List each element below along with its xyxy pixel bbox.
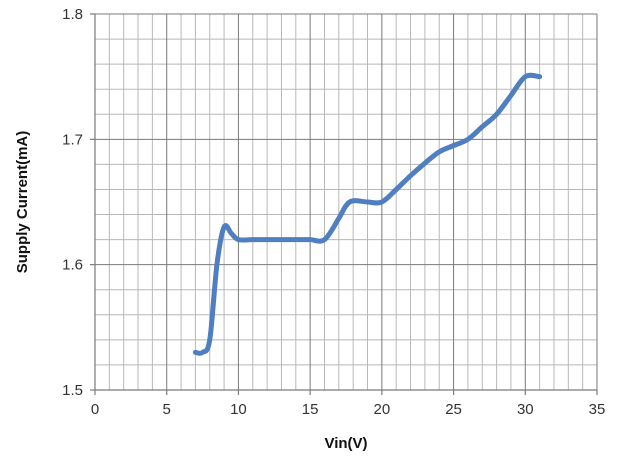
data-point [322,237,327,242]
data-point [222,225,227,230]
data-point [200,350,205,355]
x-tick-label: 5 [163,401,171,418]
data-point [336,216,341,221]
data-point [265,237,270,242]
data-point [344,203,349,208]
x-axis-title: Vin(V) [324,435,367,452]
axes [90,13,598,395]
data-point [236,237,241,242]
x-tick-label: 30 [517,401,534,418]
x-tick-label: 10 [230,401,247,418]
data-point [293,237,298,242]
data-point [422,161,427,166]
y-axis-title: Supply Current(mA) [14,131,31,274]
data-point [308,237,313,242]
data-point [508,93,513,98]
x-tick-label: 0 [91,401,99,418]
data-point [279,237,284,242]
x-tick-label: 20 [374,401,391,418]
x-tick-label: 25 [445,401,462,418]
series-group [192,72,543,356]
x-tick-labels: 0 5 10 15 20 25 30 35 [91,401,606,418]
data-point [351,198,356,203]
minor-gridlines [95,14,597,390]
x-tick-label: 15 [302,401,319,418]
data-point [214,262,219,267]
data-point [494,112,499,117]
data-point [207,337,212,342]
data-point [480,124,485,129]
data-point [523,74,528,79]
data-point [229,231,234,236]
data-point [365,200,370,205]
data-point [437,149,442,154]
data-point [193,350,198,355]
y-tick-labels: 1.5 1.6 1.7 1.8 [62,6,83,399]
y-tick-label: 1.6 [62,257,83,274]
x-tick-label: 35 [589,401,606,418]
data-point [408,173,413,178]
data-point [465,137,470,142]
y-tick-label: 1.7 [62,131,83,148]
data-point [537,74,542,79]
y-tick-label: 1.5 [62,382,83,399]
data-point [451,143,456,148]
data-point [250,237,255,242]
data-point [394,187,399,192]
data-point [379,200,384,205]
y-tick-label: 1.8 [62,6,83,23]
series-line-0 [192,72,543,356]
